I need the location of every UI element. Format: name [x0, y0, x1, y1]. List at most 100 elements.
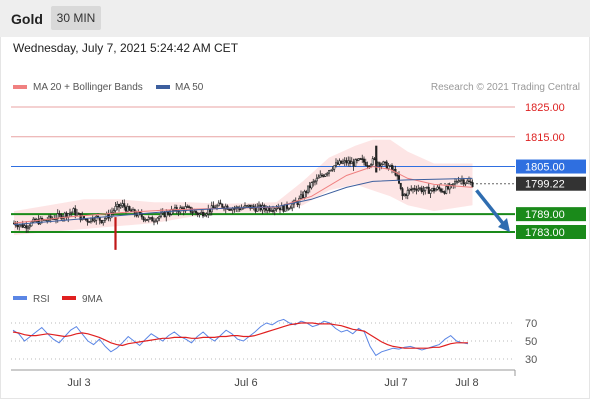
level-label: 1815.00 — [525, 132, 565, 144]
candle-body — [158, 216, 161, 219]
candle-body — [221, 203, 224, 208]
candle-body — [448, 184, 451, 190]
candle-body — [126, 206, 129, 212]
candle-body — [347, 160, 350, 164]
candle-body — [121, 203, 124, 206]
legend-ma50-label: MA 50 — [175, 82, 204, 93]
candle-body — [146, 219, 149, 221]
candle-body — [436, 186, 439, 190]
candle-body — [184, 206, 187, 212]
candle-body — [387, 165, 390, 169]
candle-body — [30, 221, 33, 227]
candle-body — [408, 188, 411, 191]
candle-body — [193, 210, 196, 213]
candle-body — [63, 212, 66, 218]
candle-body — [469, 181, 472, 183]
candle-body — [336, 162, 339, 165]
candle-body — [174, 207, 177, 211]
candle-body — [364, 161, 367, 166]
candle-body — [327, 170, 330, 174]
candle-body — [156, 217, 159, 222]
candle-body — [144, 219, 147, 221]
candle-body — [282, 205, 285, 212]
candle-body — [60, 214, 63, 220]
candle-body — [238, 208, 241, 211]
rsi-tick-label: 70 — [525, 318, 537, 330]
candle-body — [76, 212, 79, 216]
last-price-tag — [516, 176, 586, 191]
candle-body — [422, 190, 425, 193]
candle-body — [322, 175, 325, 177]
candle-body — [429, 190, 432, 194]
candle-body — [217, 202, 220, 207]
instrument-title: Gold — [11, 11, 43, 27]
candle-body — [56, 213, 59, 219]
candle-body — [389, 164, 392, 167]
candle-body — [376, 162, 379, 165]
candle-body — [425, 186, 428, 189]
candle-body — [382, 161, 385, 165]
candle-body — [291, 203, 294, 209]
candle-body — [116, 203, 119, 207]
candle-body — [457, 180, 460, 183]
legend-ma20-label: MA 20 + Bollinger Bands — [33, 82, 143, 93]
candle-body — [46, 219, 49, 222]
candle-body — [359, 158, 362, 160]
candle-body — [153, 220, 156, 223]
candle-body — [308, 185, 311, 189]
candle-body — [396, 174, 399, 177]
candle-body — [37, 219, 40, 225]
candle-body — [26, 226, 29, 229]
level-tag-1789.00 — [516, 207, 586, 222]
candle-body — [128, 206, 131, 211]
candle-body — [331, 168, 334, 171]
timeframe-button[interactable]: 30 MIN — [51, 6, 101, 30]
candle-body — [305, 191, 308, 194]
candle-body — [212, 205, 215, 209]
candle-body — [207, 209, 210, 215]
candle-body — [443, 191, 446, 194]
candle-body — [181, 207, 184, 210]
candle-body — [390, 164, 393, 170]
candle-body — [383, 161, 386, 164]
candle-body — [350, 161, 353, 164]
candle-body — [385, 161, 388, 169]
candle-body — [341, 161, 344, 164]
candle-body — [373, 158, 376, 160]
candle-body — [334, 162, 337, 167]
candle-body — [93, 220, 96, 222]
level-tag-text: 1805.00 — [525, 162, 565, 174]
candle-body — [125, 206, 128, 212]
candle-body — [404, 194, 407, 196]
candle-body — [163, 211, 166, 218]
candle-body — [154, 220, 157, 223]
candle-body — [306, 185, 309, 194]
candle-body — [200, 212, 203, 214]
candle-body — [198, 213, 201, 215]
candle-body — [119, 205, 122, 208]
rsi-ma-legend-swatch — [62, 296, 76, 300]
candle-body — [77, 212, 80, 215]
level-label: 1825.00 — [525, 102, 565, 114]
candle-body — [455, 181, 458, 183]
candle-body — [312, 181, 315, 183]
candle-body — [149, 217, 152, 219]
level-tag-text: 1789.00 — [525, 209, 565, 221]
candle-body — [352, 161, 355, 167]
ma50-line — [13, 177, 473, 226]
candle-body — [209, 209, 212, 213]
candle-body — [72, 208, 75, 213]
candle-body — [338, 160, 341, 165]
candle-body — [112, 210, 115, 213]
last-price-text: 1799.22 — [525, 179, 565, 191]
candle-body — [95, 215, 98, 221]
candle-body — [315, 177, 318, 182]
candle-body — [427, 186, 430, 194]
candle-body — [466, 180, 469, 184]
rsi-legend-swatch — [13, 296, 27, 300]
candle-body — [245, 205, 248, 207]
candle-body — [151, 217, 154, 222]
candle-body — [266, 207, 269, 211]
candle-body — [186, 206, 189, 208]
candle-body — [397, 175, 400, 184]
